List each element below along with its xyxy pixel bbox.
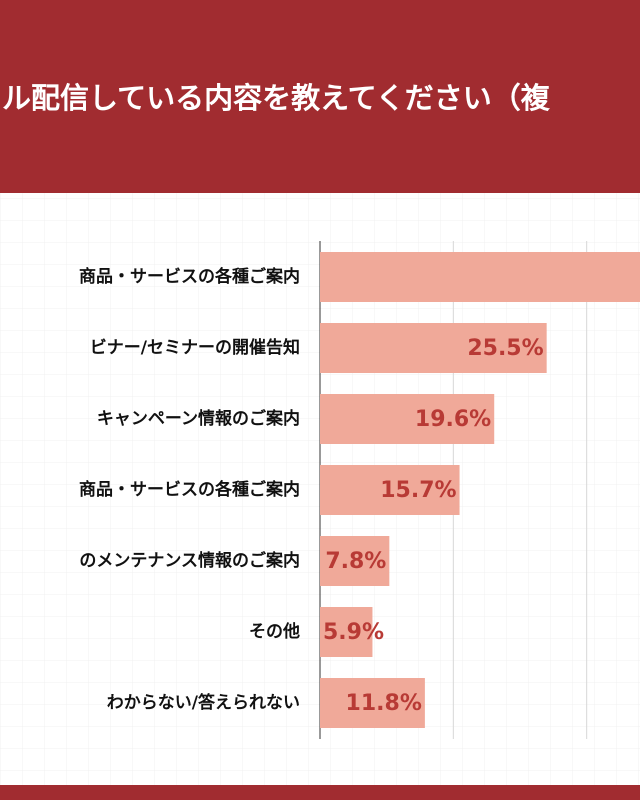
bar bbox=[320, 465, 460, 515]
y-tick-label: その他 bbox=[249, 621, 300, 642]
value-label: 15.7% bbox=[380, 478, 456, 503]
value-label: 7.8% bbox=[325, 549, 386, 574]
y-tick-label: 商品・サービスの各種ご案内 bbox=[79, 266, 300, 287]
bar bbox=[320, 394, 495, 444]
footer bbox=[0, 785, 640, 800]
y-tick-label: キャンペーン情報のご案内 bbox=[97, 408, 300, 429]
bar bbox=[320, 678, 425, 728]
y-tick-label: のメンテナンス情報のご案内 bbox=[79, 550, 300, 571]
bar bbox=[320, 323, 547, 373]
bar bbox=[320, 536, 390, 586]
value-label: 5.9% bbox=[323, 620, 384, 645]
value-label: 25.5% bbox=[467, 336, 543, 361]
y-tick-label: わからない/答えられない bbox=[107, 692, 300, 713]
bar bbox=[320, 252, 640, 302]
value-label: 19.6% bbox=[415, 407, 491, 432]
chart-title: ル配信している内容を教えてください（複 bbox=[2, 81, 551, 115]
bar bbox=[320, 607, 373, 657]
y-tick-label: ビナー/セミナーの開催告知 bbox=[90, 337, 300, 358]
value-label: 11.8% bbox=[346, 691, 422, 716]
y-tick-label: 商品・サービスの各種ご案内 bbox=[79, 479, 300, 500]
header bbox=[0, 0, 640, 193]
